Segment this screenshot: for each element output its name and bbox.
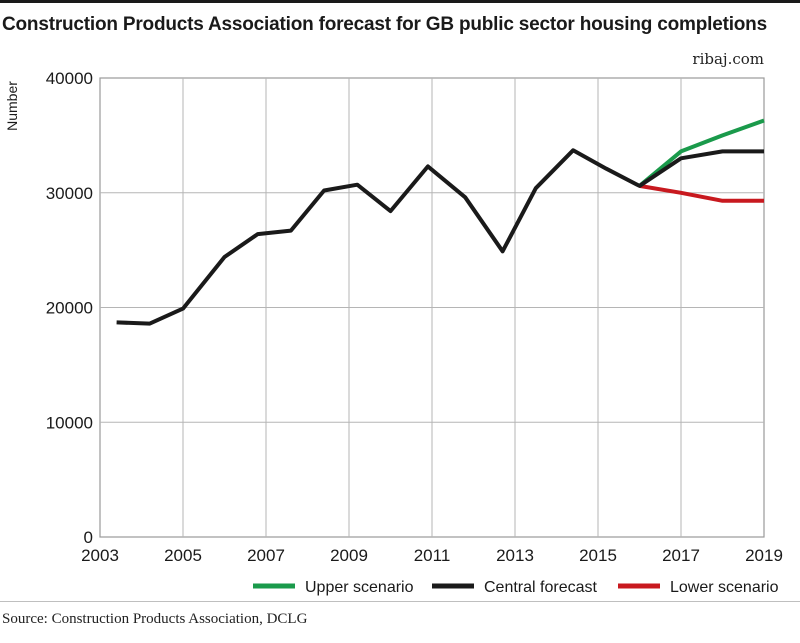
x-tick-label: 2011 [414,546,451,565]
grid-layer [99,77,765,538]
series-line-lower-scenario [639,183,764,203]
legend-label: Central forecast [484,579,597,596]
source-note: Source: Construction Products Associatio… [2,611,308,627]
x-tick-label: 2007 [247,546,285,565]
bottom-rule [0,601,800,602]
x-tick-label: 2015 [579,546,617,565]
chart-title: Construction Products Association foreca… [2,14,767,35]
x-tick-label: 2005 [164,546,202,565]
x-tick-label: 2017 [662,546,700,565]
brand-label: ribaj.com [692,50,764,68]
series-line-central-forecast [116,148,764,326]
legend-label: Upper scenario [305,579,414,596]
y-tick-label: 10000 [46,413,93,432]
x-tick-label: 2009 [330,546,368,565]
series-layer [116,118,765,326]
axis-layer: 2003 2005 2007 2009 2011 2013 2015 2017 2019 0 100… [4,69,783,565]
y-tick-label: 30000 [46,184,93,203]
y-tick-label: 0 [84,528,93,547]
x-tick-label: 2013 [496,546,534,565]
y-tick-label: 20000 [46,299,93,318]
legend: Upper scenario Central forecast Lower scen… [253,579,779,596]
y-axis-title: Number [4,81,20,131]
series-line-upper-scenario [638,118,765,188]
y-tick-label: 40000 [46,69,93,88]
legend-label: Lower scenario [670,579,779,596]
top-rule [0,0,800,3]
line-chart: 2003 2005 2007 2009 2011 2013 2015 2017 2019 0 100… [4,69,783,596]
x-tick-label: 2003 [81,546,119,565]
x-tick-label: 2019 [745,546,783,565]
